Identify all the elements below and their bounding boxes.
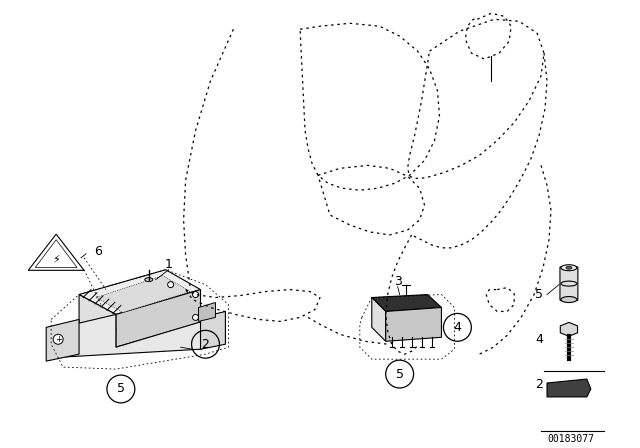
Polygon shape: [35, 240, 77, 267]
Text: 6: 6: [94, 246, 102, 258]
Polygon shape: [560, 323, 577, 336]
Polygon shape: [46, 319, 79, 361]
Text: +: +: [54, 335, 61, 344]
Text: 4: 4: [535, 333, 543, 346]
Polygon shape: [61, 314, 216, 357]
Polygon shape: [372, 297, 386, 341]
Circle shape: [193, 292, 198, 297]
Ellipse shape: [561, 265, 577, 271]
Ellipse shape: [561, 297, 577, 302]
Text: 1: 1: [164, 258, 173, 271]
Circle shape: [168, 282, 173, 288]
Circle shape: [53, 334, 63, 344]
Polygon shape: [386, 307, 442, 341]
Polygon shape: [116, 289, 200, 347]
Ellipse shape: [145, 278, 153, 282]
Text: 5: 5: [117, 383, 125, 396]
Polygon shape: [372, 294, 442, 311]
Polygon shape: [28, 234, 84, 270]
Ellipse shape: [561, 281, 577, 286]
Polygon shape: [96, 276, 191, 312]
Polygon shape: [547, 379, 591, 397]
Text: 00183077: 00183077: [547, 434, 595, 444]
Circle shape: [193, 314, 198, 320]
Ellipse shape: [566, 266, 572, 269]
FancyBboxPatch shape: [560, 267, 578, 301]
Text: 5: 5: [396, 367, 404, 380]
Polygon shape: [79, 294, 116, 347]
Text: 4: 4: [454, 321, 461, 334]
Polygon shape: [200, 311, 225, 349]
Circle shape: [110, 326, 116, 332]
Polygon shape: [198, 302, 216, 321]
Text: 5: 5: [535, 288, 543, 301]
Text: 2: 2: [535, 378, 543, 391]
Text: ⚡: ⚡: [52, 255, 60, 265]
Text: 3: 3: [394, 275, 401, 288]
Text: 2: 2: [202, 338, 209, 351]
Polygon shape: [79, 270, 200, 314]
